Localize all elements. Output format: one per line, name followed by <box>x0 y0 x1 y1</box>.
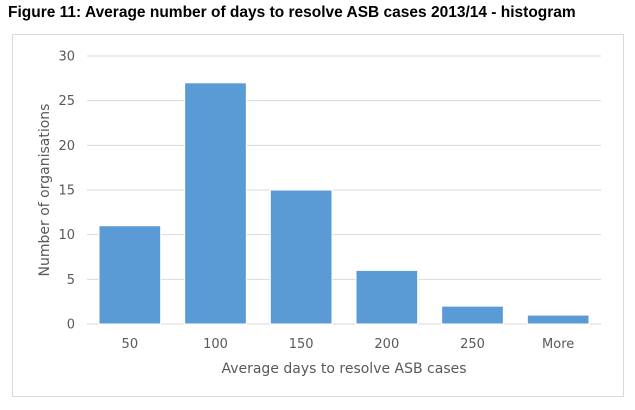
y-tick-label: 25 <box>58 94 75 109</box>
bar-More <box>526 314 590 325</box>
x-tick-label: 200 <box>374 337 399 352</box>
bar-150 <box>269 189 333 325</box>
x-tick-label: 100 <box>203 337 228 352</box>
x-tick-label: 50 <box>122 337 139 352</box>
x-tick-label: More <box>542 337 574 352</box>
y-tick-label: 5 <box>67 273 75 288</box>
y-tick-label: 20 <box>58 139 75 154</box>
x-axis-label: Average days to resolve ASB cases <box>221 361 466 377</box>
bar-250 <box>441 305 504 325</box>
y-tick-label: 30 <box>58 50 75 65</box>
y-tick-label: 10 <box>58 228 75 243</box>
x-tick-label: 150 <box>289 337 314 352</box>
y-tick-label: 15 <box>58 184 75 199</box>
y-axis-label: Number of organisations <box>37 104 53 277</box>
x-tick-label: 250 <box>460 337 485 352</box>
y-tick-label: 0 <box>67 318 75 333</box>
chart-frame <box>12 34 624 397</box>
bar-200 <box>355 269 419 325</box>
chart-title: Figure 11: Average number of days to res… <box>8 4 576 21</box>
bar-50 <box>98 225 162 325</box>
bar-100 <box>184 82 247 325</box>
